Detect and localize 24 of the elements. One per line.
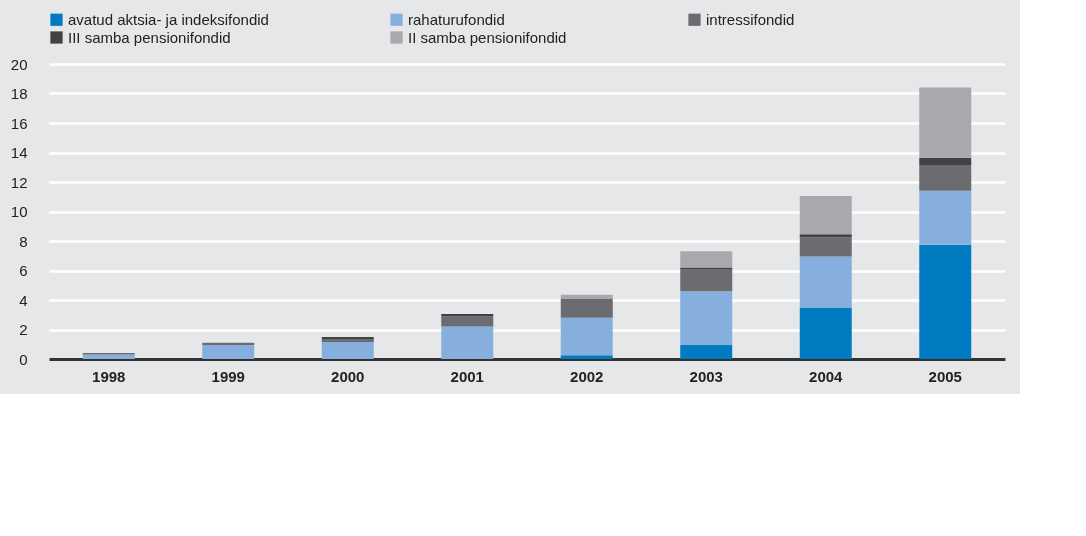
x-tick-label: 2002	[570, 367, 604, 385]
x-tick-label: 2004	[809, 367, 844, 385]
y-tick-label: 10	[10, 203, 28, 220]
x-tick-label: 1999	[211, 367, 245, 385]
y-tick-label: 20	[10, 55, 28, 73]
y-tick-label: 8	[19, 232, 28, 250]
y-tick-label: 16	[10, 114, 28, 132]
x-tick-label: 2000	[331, 367, 365, 385]
legend-label: intressifondid	[706, 10, 795, 28]
y-tick-label: 4	[19, 291, 28, 309]
x-tick-label: 2003	[689, 367, 723, 385]
y-tick-label: 18	[10, 85, 28, 102]
legend-label: avatud aktsia- ja indeksifondid	[68, 10, 269, 28]
x-tick-label: 1998	[92, 367, 126, 385]
y-tick-label: 2	[19, 321, 28, 338]
y-tick-label: 14	[10, 144, 28, 161]
x-tick-label: 2001	[450, 367, 484, 385]
legend-label: III samba pensionifondid	[68, 28, 231, 46]
y-tick-label: 12	[10, 173, 28, 191]
y-tick-label: 0	[19, 350, 28, 368]
legend-label: rahaturufondid	[408, 10, 505, 28]
y-tick-label: 6	[19, 262, 28, 279]
x-tick-label: 2005	[928, 367, 962, 385]
legend-label: II samba pensionifondid	[408, 28, 567, 46]
